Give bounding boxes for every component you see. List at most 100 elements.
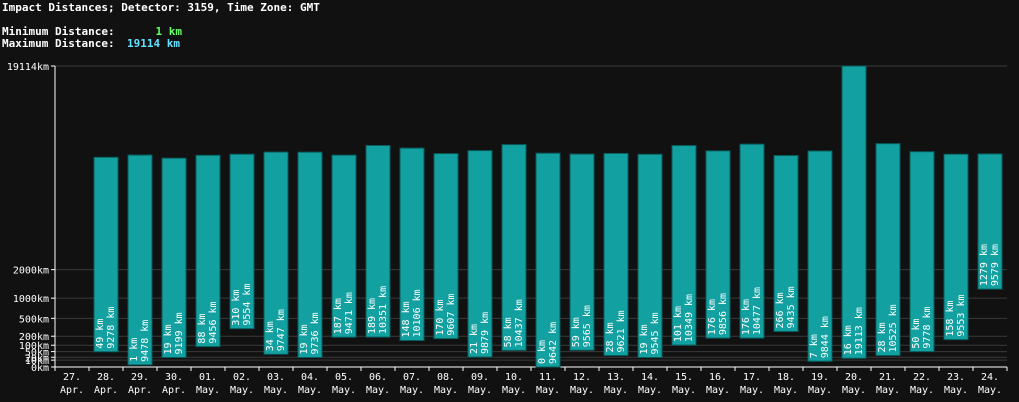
x-tick-label-month: May. xyxy=(366,385,390,396)
distance-bar xyxy=(195,154,221,348)
bar-max-label: 10106 km xyxy=(412,289,423,337)
bar-min-label: 21 km xyxy=(469,324,480,354)
bar-max-label: 9736 km xyxy=(310,312,321,354)
x-tick-label-day: 14. xyxy=(641,372,659,383)
bar-max-label: 9565 km xyxy=(582,305,593,347)
distance-bar xyxy=(127,154,153,366)
x-tick-label-day: 09. xyxy=(471,372,489,383)
distance-bar xyxy=(501,144,527,351)
bar-max-label: 9278 km xyxy=(106,307,117,349)
x-tick-label-day: 06. xyxy=(369,372,387,383)
x-tick-label-month: May. xyxy=(434,385,458,396)
x-tick-label-day: 27. xyxy=(63,372,81,383)
bar-min-label: 1279 km xyxy=(979,244,990,286)
distance-bar xyxy=(297,151,323,359)
x-tick-label-month: May. xyxy=(808,385,832,396)
y-tick-label: 0km xyxy=(31,363,49,374)
bar-max-label: 9844 km xyxy=(820,316,831,358)
distance-bar xyxy=(773,155,799,332)
distance-bar xyxy=(229,153,255,330)
x-tick-label-day: 13. xyxy=(607,372,625,383)
x-tick-label-month: Apr. xyxy=(94,385,118,396)
bar-max-label: 9747 km xyxy=(276,309,287,351)
bar-max-label: 10351 km xyxy=(378,286,389,334)
distance-bar xyxy=(535,152,561,368)
x-tick-label-month: Apr. xyxy=(128,385,152,396)
x-tick-label-day: 15. xyxy=(675,372,693,383)
bar-min-label: 19 km xyxy=(639,324,650,354)
bar-max-label: 10437 km xyxy=(514,299,525,347)
x-tick-label-day: 23. xyxy=(947,372,965,383)
bar-max-label: 9579 km xyxy=(990,244,1001,286)
x-tick-label-month: May. xyxy=(740,385,764,396)
distance-bar xyxy=(637,153,663,359)
distance-bar xyxy=(365,144,391,338)
x-tick-label-day: 29. xyxy=(131,372,149,383)
bar-min-label: 88 km xyxy=(197,313,208,343)
distance-bar xyxy=(943,153,969,341)
bar-max-label: 9879 km xyxy=(480,312,491,354)
x-tick-label-month: May. xyxy=(876,385,900,396)
x-tick-label-day: 02. xyxy=(233,372,251,383)
bar-max-label: 10525 km xyxy=(888,304,899,352)
x-tick-label-day: 01. xyxy=(199,372,217,383)
bar-max-label: 9607 km xyxy=(446,293,457,335)
x-tick-label-day: 05. xyxy=(335,372,353,383)
x-tick-label-month: May. xyxy=(298,385,322,396)
x-tick-label-month: May. xyxy=(842,385,866,396)
x-tick-label-month: May. xyxy=(774,385,798,396)
minimum-distance-label: Minimum Distance: xyxy=(2,25,115,38)
distance-bar xyxy=(875,143,901,356)
x-tick-label-month: May. xyxy=(332,385,356,396)
x-tick-label-day: 08. xyxy=(437,372,455,383)
bar-min-label: 266 km xyxy=(775,292,786,328)
x-tick-label-day: 20. xyxy=(845,372,863,383)
distance-bar xyxy=(671,145,697,346)
bar-min-label: 101 km xyxy=(673,306,684,342)
x-tick-label-day: 28. xyxy=(97,372,115,383)
bar-max-label: 9471 km xyxy=(344,292,355,334)
bar-max-label: 9621 km xyxy=(616,310,627,352)
x-tick-label-month: May. xyxy=(978,385,1002,396)
distance-bar xyxy=(263,151,289,355)
x-tick-label-day: 12. xyxy=(573,372,591,383)
bar-max-label: 9553 km xyxy=(956,294,967,336)
bar-max-label: 10349 km xyxy=(684,294,695,342)
x-tick-label-day: 04. xyxy=(301,372,319,383)
y-tick-label: 50km xyxy=(25,348,49,359)
distance-bar xyxy=(569,153,595,351)
distance-bar xyxy=(161,157,187,359)
bar-min-label: 49 km xyxy=(95,319,106,349)
x-tick-label-day: 17. xyxy=(743,372,761,383)
x-tick-label-month: Apr. xyxy=(162,385,186,396)
distance-bar xyxy=(433,153,459,340)
x-tick-label-day: 18. xyxy=(777,372,795,383)
bar-max-label: 9478 km xyxy=(140,320,151,362)
x-tick-label-month: May. xyxy=(502,385,526,396)
x-tick-label-month: May. xyxy=(638,385,662,396)
bar-min-label: 28 km xyxy=(877,322,888,352)
x-tick-label-month: May. xyxy=(706,385,730,396)
bar-min-label: 19 km xyxy=(299,324,310,354)
bar-max-label: 9435 km xyxy=(786,286,797,328)
bar-min-label: 50 km xyxy=(911,318,922,348)
chart-title: Impact Distances; Detector: 3159, Time Z… xyxy=(2,1,320,14)
bar-min-label: 176 km xyxy=(707,299,718,335)
x-tick-label-month: May. xyxy=(196,385,220,396)
maximum-distance-value: 19114 km xyxy=(127,37,180,50)
bar-min-label: 0 km xyxy=(537,340,548,364)
x-tick-label-day: 11. xyxy=(539,372,557,383)
distance-bar xyxy=(603,152,629,356)
y-tick-label: 20km xyxy=(25,353,49,364)
y-tick-label: 500km xyxy=(19,314,49,325)
bar-min-label: 16 km xyxy=(843,325,854,355)
minimum-distance-line: Minimum Distance: 1 km xyxy=(2,25,182,38)
bar-min-label: 148 km xyxy=(401,301,412,337)
x-tick-label-day: 03. xyxy=(267,372,285,383)
bar-min-label: 310 km xyxy=(231,290,242,326)
x-tick-label-day: 30. xyxy=(165,372,183,383)
x-tick-label-day: 21. xyxy=(879,372,897,383)
minimum-distance-value: 1 km xyxy=(155,25,183,38)
x-tick-label-month: May. xyxy=(400,385,424,396)
